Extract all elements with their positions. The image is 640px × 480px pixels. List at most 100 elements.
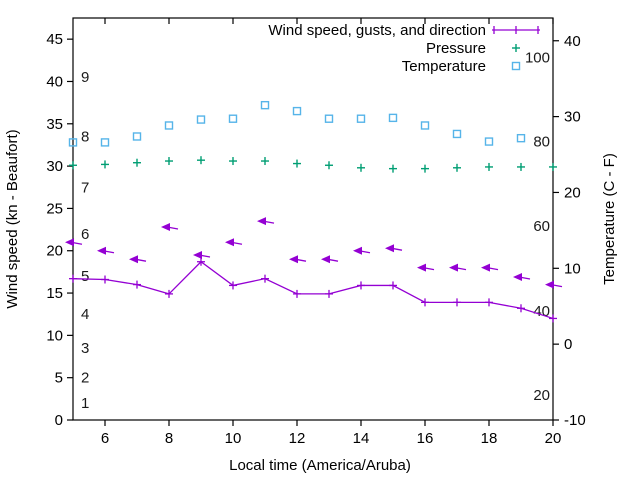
temperature-point <box>100 138 110 147</box>
pressure-point <box>549 162 557 171</box>
wind-speed-point <box>133 280 141 289</box>
wind-direction-arrow <box>545 280 563 289</box>
y-tick-label-30: 30 <box>46 158 63 175</box>
wind-direction-arrow <box>417 263 435 272</box>
y2-tick-label-10: 10 <box>564 260 581 277</box>
wind-speed-point <box>325 289 333 298</box>
legend-label-pressure: Pressure <box>426 40 486 57</box>
wind-direction-arrow <box>225 238 243 247</box>
fahrenheit-label-80: 80 <box>533 134 550 151</box>
temperature-point <box>68 138 78 147</box>
temperature-point <box>420 121 430 130</box>
beaufort-label-1: 1 <box>81 395 89 412</box>
x-tick-label-10: 10 <box>225 430 242 447</box>
wind-speed-line <box>72 260 554 320</box>
wind-speed-point <box>485 298 493 307</box>
y-tick-label-40: 40 <box>46 73 63 90</box>
pressure-point <box>197 156 205 165</box>
x-tick-label-20: 20 <box>545 430 562 447</box>
pressure-point <box>133 158 141 167</box>
beaufort-label-2: 2 <box>81 370 89 387</box>
y2-axis-title: Temperature (C - F) <box>601 153 618 285</box>
wind-direction-arrow <box>289 255 307 264</box>
wind-speed-point <box>389 281 397 290</box>
wind-direction-arrow <box>97 246 115 255</box>
pressure-point <box>453 163 461 172</box>
temperature-point <box>292 106 302 116</box>
pressure-point <box>421 164 429 173</box>
wind-speed-point <box>261 274 269 283</box>
wind-speed-point <box>357 281 365 290</box>
pressure-point <box>229 157 237 166</box>
x-tick-label-12: 12 <box>289 430 306 447</box>
pressure-point <box>389 164 397 173</box>
beaufort-label-3: 3 <box>81 340 89 357</box>
fahrenheit-label-20: 20 <box>533 387 550 404</box>
wind-speed-point <box>421 298 429 307</box>
y-tick-label-0: 0 <box>55 412 63 429</box>
pressure-point <box>261 157 269 166</box>
pressure-point <box>165 157 173 166</box>
wind-speed-point <box>517 304 525 313</box>
y2-tick-label--10: -10 <box>564 412 586 429</box>
pressure-point <box>485 162 493 171</box>
wind-direction-arrow <box>129 255 147 264</box>
wind-direction-arrow <box>193 250 211 259</box>
pressure-point <box>101 160 109 169</box>
plot-frame <box>72 17 554 421</box>
wind-direction-arrow <box>161 223 179 232</box>
temperature-point <box>196 115 206 124</box>
beaufort-label-7: 7 <box>81 179 89 196</box>
y-tick-label-10: 10 <box>46 327 63 344</box>
y-tick-label-25: 25 <box>46 200 63 217</box>
legend-label-temperature: Temperature <box>402 58 486 75</box>
pressure-point <box>69 161 77 170</box>
x-tick-label-6: 6 <box>101 430 109 447</box>
temperature-point <box>452 129 462 139</box>
beaufort-label-6: 6 <box>81 226 89 243</box>
temperature-point <box>228 114 238 123</box>
wind-direction-arrow <box>513 272 531 281</box>
wind-speed-point <box>229 281 237 290</box>
wind-direction-arrow <box>257 217 275 226</box>
wind-speed-point <box>549 314 557 323</box>
temperature-point <box>356 114 366 123</box>
wind-direction-arrow <box>321 255 339 264</box>
temperature-point <box>388 113 398 123</box>
wind-direction-arrow <box>449 263 467 272</box>
beaufort-label-9: 9 <box>81 69 89 86</box>
legend-marker-temperature <box>511 61 521 71</box>
x-tick-label-14: 14 <box>353 430 370 447</box>
pressure-point <box>357 163 365 172</box>
y-tick-label-5: 5 <box>55 370 63 387</box>
y2-tick-label-20: 20 <box>564 184 581 201</box>
y-tick-label-35: 35 <box>46 116 63 133</box>
legend-marker-wind <box>492 26 540 34</box>
wind-direction-arrow <box>65 238 83 247</box>
wind-direction-arrow <box>385 244 403 253</box>
y-axis-title: Wind speed (kn - Beaufort) <box>4 129 21 308</box>
wind-speed-point <box>453 298 461 307</box>
temperature-point <box>164 121 174 130</box>
y2-tick-label-40: 40 <box>564 33 581 50</box>
wind-speed-point <box>293 289 301 298</box>
wind-direction-arrow <box>481 263 499 272</box>
beaufort-label-4: 4 <box>81 306 89 323</box>
beaufort-label-5: 5 <box>81 268 89 285</box>
pressure-point <box>325 161 333 170</box>
y-tick-label-20: 20 <box>46 243 63 260</box>
pressure-point <box>517 162 525 171</box>
x-axis-title: Local time (America/Aruba) <box>229 457 411 474</box>
pressure-point <box>293 159 301 168</box>
legend-label-wind: Wind speed, gusts, and direction <box>268 22 486 39</box>
temperature-point <box>260 100 270 110</box>
x-tick-label-18: 18 <box>481 430 498 447</box>
y2-tick-label-0: 0 <box>564 336 572 353</box>
temperature-point <box>484 137 494 146</box>
legend-marker-pressure <box>512 44 520 52</box>
y-tick-label-45: 45 <box>46 31 63 48</box>
temperature-point <box>132 132 142 141</box>
wind-speed-point <box>69 274 77 283</box>
